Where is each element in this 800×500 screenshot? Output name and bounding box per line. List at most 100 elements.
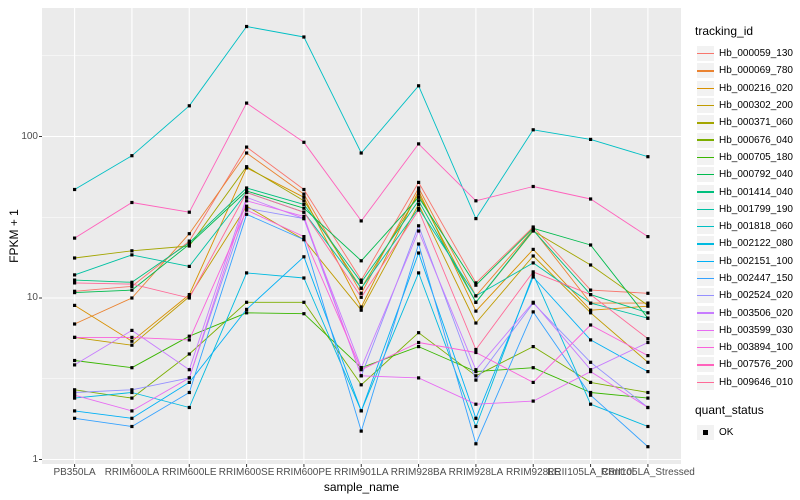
axis-ticks — [39, 136, 649, 467]
data-point — [589, 402, 593, 406]
data-point — [589, 360, 593, 364]
data-point — [245, 195, 249, 199]
data-point — [417, 271, 421, 275]
data-point — [531, 128, 535, 132]
data-point — [73, 409, 77, 413]
legend-item-Hb_003894_100: Hb_003894_100 — [694, 339, 800, 356]
data-point — [531, 254, 535, 258]
data-point — [417, 345, 421, 349]
legend-label: Hb_002524_020 — [719, 290, 793, 302]
legend-label: OK — [719, 427, 734, 439]
data-point — [73, 322, 77, 326]
data-point — [130, 343, 134, 347]
data-point — [417, 340, 421, 345]
data-point — [589, 293, 593, 297]
y-tick-label: 100 — [21, 130, 38, 142]
data-point — [73, 281, 77, 285]
data-point — [73, 390, 77, 395]
data-point — [474, 283, 478, 287]
x-tick-label-RRIM928LE: RRIM928LE — [506, 467, 561, 478]
data-point — [130, 390, 134, 395]
legend-item-Hb_001799_190: Hb_001799_190 — [694, 201, 800, 218]
legend-label: Hb_000302_200 — [719, 100, 793, 112]
legend-item-Hb_000676_040: Hb_000676_040 — [694, 131, 800, 148]
legend-label: Hb_003894_100 — [719, 342, 793, 354]
data-point — [359, 368, 363, 372]
data-point — [130, 154, 134, 158]
data-point — [646, 370, 650, 374]
data-point — [302, 195, 306, 199]
legend-label: Hb_001818_060 — [719, 221, 793, 233]
data-point — [245, 206, 249, 210]
data-point — [245, 190, 249, 195]
legend-key-line-icon — [697, 288, 714, 304]
data-point — [187, 244, 191, 248]
x-tick-label-RRIM600PE: RRIM600PE — [276, 467, 332, 478]
data-point — [589, 380, 593, 384]
data-point — [531, 310, 535, 314]
legend-label: Hb_000676_040 — [719, 134, 793, 146]
data-point — [359, 259, 363, 263]
legend-key-line-icon — [697, 322, 714, 338]
data-point — [245, 300, 249, 304]
data-point — [359, 366, 363, 370]
data-point — [359, 286, 363, 290]
legend-label: Hb_002122_080 — [719, 238, 793, 250]
data-point — [359, 219, 363, 223]
data-point — [589, 311, 593, 315]
data-point — [245, 186, 249, 190]
legend-item-Hb_000792_040: Hb_000792_040 — [694, 166, 800, 183]
data-point — [245, 307, 249, 311]
data-point — [589, 338, 593, 342]
data-point — [474, 350, 478, 355]
data-point — [130, 409, 134, 413]
legend-label: Hb_000705_180 — [719, 151, 793, 163]
data-point — [130, 249, 134, 253]
data-point — [531, 247, 535, 251]
legend-key-line-icon — [697, 201, 714, 217]
legend-key-line-icon — [697, 340, 714, 356]
data-point — [531, 270, 535, 274]
data-point — [417, 186, 421, 190]
data-point — [646, 360, 650, 364]
data-point — [302, 217, 306, 221]
x-tick-label-RRII105LA_Stressed: RRII105LA_Stressed — [600, 467, 695, 478]
data-point — [302, 276, 306, 280]
data-point — [531, 226, 535, 230]
data-point — [130, 200, 134, 205]
legend-key-line-icon — [697, 374, 714, 390]
data-point — [73, 335, 77, 339]
data-point — [302, 210, 306, 214]
data-point — [187, 368, 191, 372]
data-point — [417, 229, 421, 233]
data-point — [474, 424, 478, 429]
data-point — [646, 303, 650, 307]
data-point — [359, 291, 363, 295]
legend-label: Hb_003599_030 — [719, 324, 793, 336]
legend-item-Hb_000371_060: Hb_000371_060 — [694, 114, 800, 131]
legend-item-Hb_002524_020: Hb_002524_020 — [694, 287, 800, 304]
legend-label: Hb_000059_130 — [719, 48, 793, 60]
legend-item-Hb_002122_080: Hb_002122_080 — [694, 235, 800, 252]
legend-item-Hb_000705_180: Hb_000705_180 — [694, 149, 800, 166]
data-point — [187, 210, 191, 214]
data-point — [73, 278, 77, 282]
legend-quant-status: quant_status OK — [694, 403, 800, 441]
x-tick-label-RRIM600SE: RRIM600SE — [218, 467, 275, 478]
legend-label: Hb_003506_020 — [719, 307, 793, 319]
legend-key-line-icon — [697, 305, 714, 321]
data-point — [474, 347, 478, 352]
data-point — [417, 242, 421, 246]
data-point — [531, 228, 535, 232]
data-point — [130, 288, 134, 292]
data-point — [130, 253, 134, 257]
data-point — [302, 192, 306, 196]
data-point — [531, 300, 535, 304]
legend-key-square-icon — [697, 425, 714, 441]
data-point — [474, 402, 478, 406]
legend-title-tracking-id: tracking_id — [695, 24, 754, 38]
legend-key-line-icon — [697, 236, 714, 252]
data-point — [589, 263, 593, 267]
data-point — [302, 35, 306, 39]
data-point — [130, 366, 134, 370]
